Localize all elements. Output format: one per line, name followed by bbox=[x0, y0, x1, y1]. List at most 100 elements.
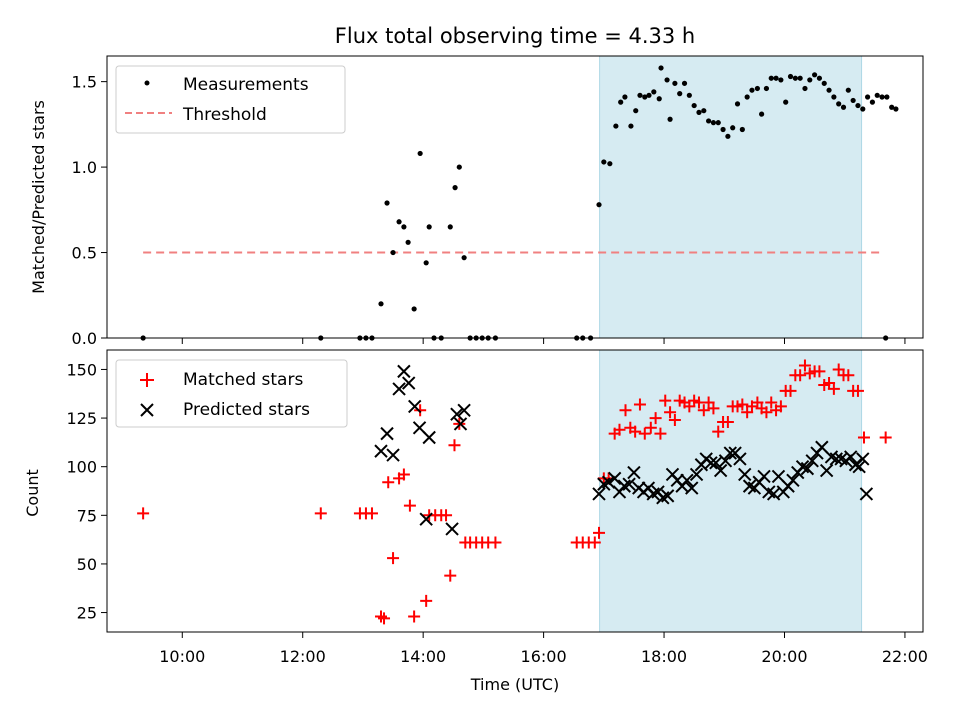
measurement-point bbox=[797, 75, 803, 81]
measurement-point bbox=[864, 94, 871, 100]
bottom-highlight-span bbox=[599, 349, 863, 633]
predicted-star-point bbox=[689, 467, 704, 482]
measurement-point bbox=[850, 97, 856, 104]
predicted-star-point bbox=[800, 461, 815, 476]
measurement-point bbox=[893, 106, 899, 112]
measurement-point bbox=[681, 80, 688, 86]
predicted-star-point bbox=[422, 430, 436, 445]
bottom-y-axis-label: Count bbox=[23, 469, 42, 517]
measurement-point bbox=[778, 77, 784, 83]
predicted-star-point bbox=[607, 471, 622, 486]
measurement-point bbox=[601, 159, 607, 165]
measurement-point bbox=[710, 120, 717, 126]
measurement-point bbox=[596, 202, 602, 208]
legend-matched-label: Matched stars bbox=[183, 370, 303, 390]
matched-star-point bbox=[813, 365, 826, 378]
x-tick-label: 14:00 bbox=[400, 647, 446, 666]
y-tick-label: 0.0 bbox=[72, 329, 97, 348]
top-legend-box bbox=[115, 65, 346, 134]
measurement-point bbox=[836, 101, 842, 107]
measurement-point bbox=[637, 92, 643, 98]
matched-star-point bbox=[697, 404, 710, 417]
matched-star-point bbox=[794, 369, 807, 382]
measurement-point bbox=[759, 111, 765, 117]
top-y-axis-ticks: 0.0 0.5 1.0 1.5 bbox=[72, 73, 107, 348]
measurement-point bbox=[773, 75, 779, 81]
measurement-point bbox=[642, 94, 648, 100]
predicted-star-point bbox=[757, 469, 771, 484]
matched-star-point bbox=[842, 369, 855, 382]
predicted-star-point bbox=[718, 454, 733, 468]
predicted-star-point bbox=[786, 473, 800, 488]
measurement-point bbox=[411, 306, 417, 312]
matched-star-point bbox=[420, 594, 433, 607]
measurement-point bbox=[390, 249, 396, 256]
measurement-point bbox=[706, 118, 712, 124]
predicted-star-point bbox=[397, 364, 411, 379]
predicted-star-point bbox=[457, 403, 471, 417]
matched-star-point bbox=[403, 499, 416, 512]
matched-star-point bbox=[668, 414, 681, 427]
measurement-point bbox=[696, 109, 702, 115]
measurement-point bbox=[725, 133, 731, 139]
predicted-star-point bbox=[392, 382, 406, 396]
matched-star-point bbox=[387, 552, 400, 565]
measurement-point bbox=[651, 89, 657, 95]
predicted-star-point bbox=[450, 407, 464, 421]
measurement-point bbox=[812, 72, 818, 78]
x-tick-label: 22:00 bbox=[882, 647, 928, 666]
matched-star-point bbox=[444, 569, 457, 582]
x-tick-label: 12:00 bbox=[280, 647, 326, 666]
matched-star-point bbox=[712, 425, 725, 438]
legend-measurements-marker bbox=[144, 80, 150, 86]
matched-star-point bbox=[857, 431, 870, 444]
top-highlight-span bbox=[599, 55, 863, 339]
measurement-point bbox=[855, 102, 861, 109]
measurement-point bbox=[423, 260, 429, 266]
x-tick-label: 18:00 bbox=[641, 647, 687, 666]
matched-star-point bbox=[736, 398, 749, 411]
y-tick-label: 125 bbox=[66, 409, 97, 428]
predicted-star-point bbox=[386, 448, 400, 462]
bottom-x-axis-ticks: 10:00 12:00 14:00 16:00 18:00 20:00 22:00 bbox=[159, 632, 928, 666]
predicted-stars-series bbox=[374, 364, 874, 536]
bottom-y-axis-ticks: 25 50 75 100 125 150 bbox=[66, 360, 107, 623]
matched-star-point bbox=[633, 398, 646, 411]
y-tick-label: 1.5 bbox=[72, 73, 97, 92]
predicted-star-point bbox=[859, 487, 874, 501]
legend-predicted-label: Predicted stars bbox=[183, 400, 310, 420]
matched-star-point bbox=[721, 415, 734, 428]
measurement-point bbox=[734, 101, 741, 107]
matched-star-point bbox=[588, 536, 601, 549]
matched-star-point bbox=[314, 507, 327, 520]
predicted-star-point bbox=[805, 454, 819, 468]
y-tick-label: 0.5 bbox=[72, 244, 97, 263]
measurement-point bbox=[826, 87, 832, 93]
y-tick-label: 75 bbox=[77, 506, 97, 525]
measurement-point bbox=[816, 75, 823, 81]
measurement-point bbox=[646, 92, 652, 98]
x-tick-label: 16:00 bbox=[521, 647, 567, 666]
measurement-point bbox=[879, 94, 885, 100]
measurement-point bbox=[607, 161, 613, 167]
predicted-star-point bbox=[408, 399, 422, 414]
y-tick-label: 150 bbox=[66, 360, 97, 379]
predicted-star-point bbox=[380, 426, 394, 441]
predicted-star-point bbox=[445, 522, 459, 536]
measurement-point bbox=[622, 94, 628, 100]
predicted-star-point bbox=[402, 376, 416, 390]
measurement-point bbox=[768, 75, 774, 81]
predicted-star-point bbox=[592, 487, 606, 501]
predicted-star-point bbox=[733, 452, 747, 466]
measurement-point bbox=[452, 185, 458, 191]
matched-star-point bbox=[137, 507, 150, 520]
measurement-point bbox=[667, 116, 673, 122]
matched-star-point bbox=[378, 612, 391, 625]
measurement-point bbox=[686, 92, 692, 98]
measurement-point bbox=[831, 94, 837, 100]
measurement-point bbox=[461, 255, 467, 261]
predicted-star-point bbox=[856, 452, 870, 466]
predicted-star-point bbox=[819, 463, 834, 478]
measurement-point bbox=[672, 80, 678, 86]
measurement-point bbox=[845, 87, 851, 93]
